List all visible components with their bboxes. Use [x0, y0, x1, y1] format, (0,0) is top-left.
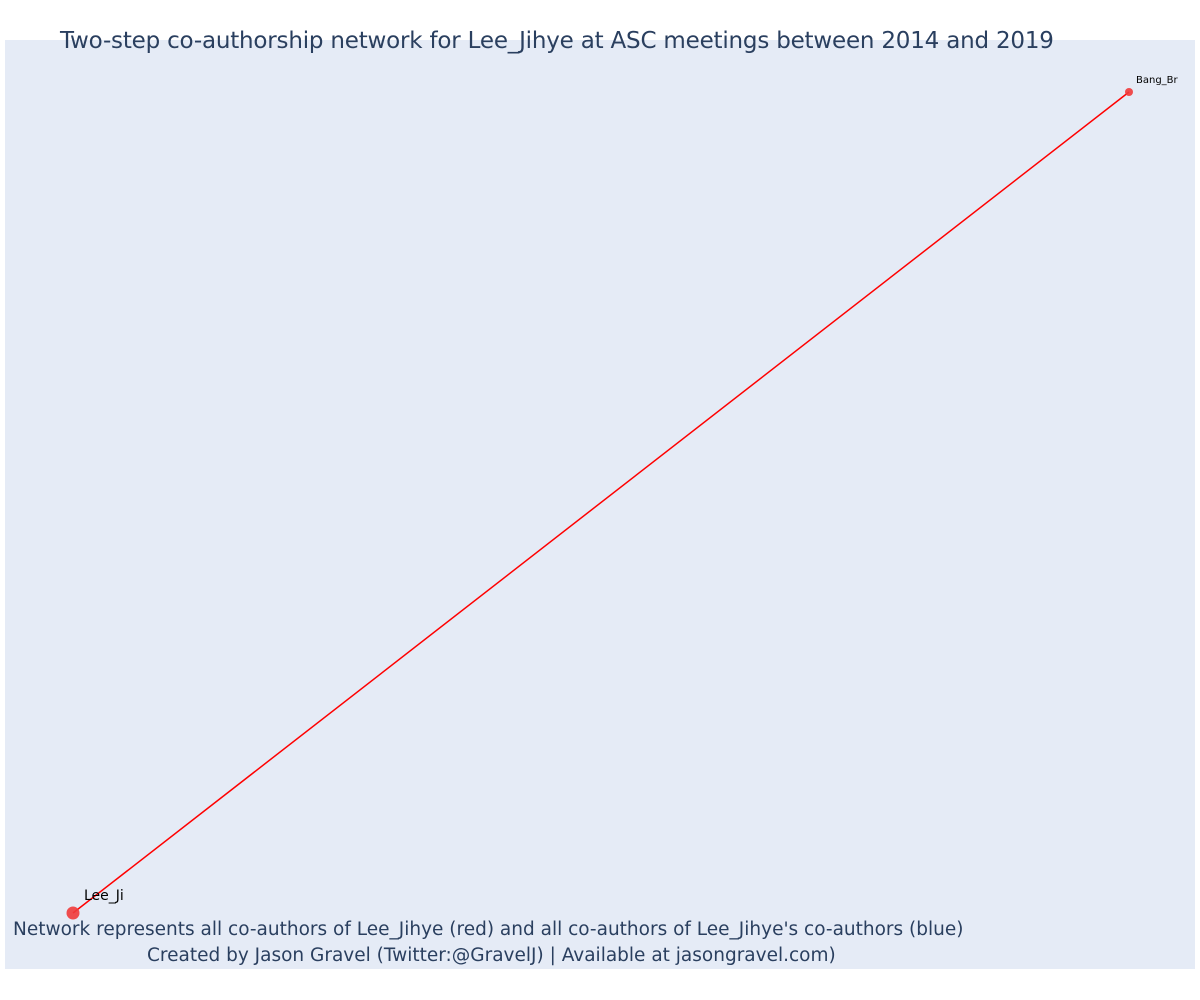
- caption-credit: Created by Jason Gravel (Twitter:@Gravel…: [147, 945, 836, 966]
- caption-description: Network represents all co-authors of Lee…: [13, 919, 964, 940]
- node-lee-ji[interactable]: [66, 906, 80, 920]
- node-label-lee-ji: Lee_Ji: [84, 888, 124, 904]
- node-bang-br[interactable]: [1125, 88, 1133, 96]
- chart-title: Two-step co-authorship network for Lee_J…: [60, 28, 1054, 54]
- node-label-bang-br: Bang_Br: [1136, 75, 1179, 86]
- edge-lee-bang: [72, 91, 1130, 914]
